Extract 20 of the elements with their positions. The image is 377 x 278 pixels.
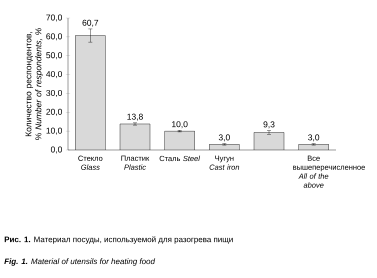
y-tick-label: 60,0 [46, 33, 62, 40]
bar [164, 131, 195, 150]
y-tick-label: 30,0 [46, 90, 62, 97]
data-label: 3,0 [218, 134, 230, 142]
y-tick-label: 40,0 [46, 71, 62, 78]
y-tick-label: 50,0 [46, 52, 62, 60]
data-label: 10,0 [172, 121, 188, 128]
data-label: 60,7 [82, 20, 98, 27]
bar [298, 144, 329, 150]
y-tick-label: 20,0 [46, 108, 62, 116]
y-tick-label: 0,0 [50, 146, 62, 154]
data-label: 3,0 [308, 134, 320, 142]
bar [209, 144, 240, 150]
bar [75, 36, 106, 150]
data-label: 13,8 [127, 114, 143, 121]
y-tick-label: 10,0 [46, 128, 62, 135]
bar [120, 124, 150, 150]
bar [254, 132, 284, 150]
data-label: 9,3 [264, 121, 275, 128]
y-tick-label: 70,0 [46, 14, 62, 22]
